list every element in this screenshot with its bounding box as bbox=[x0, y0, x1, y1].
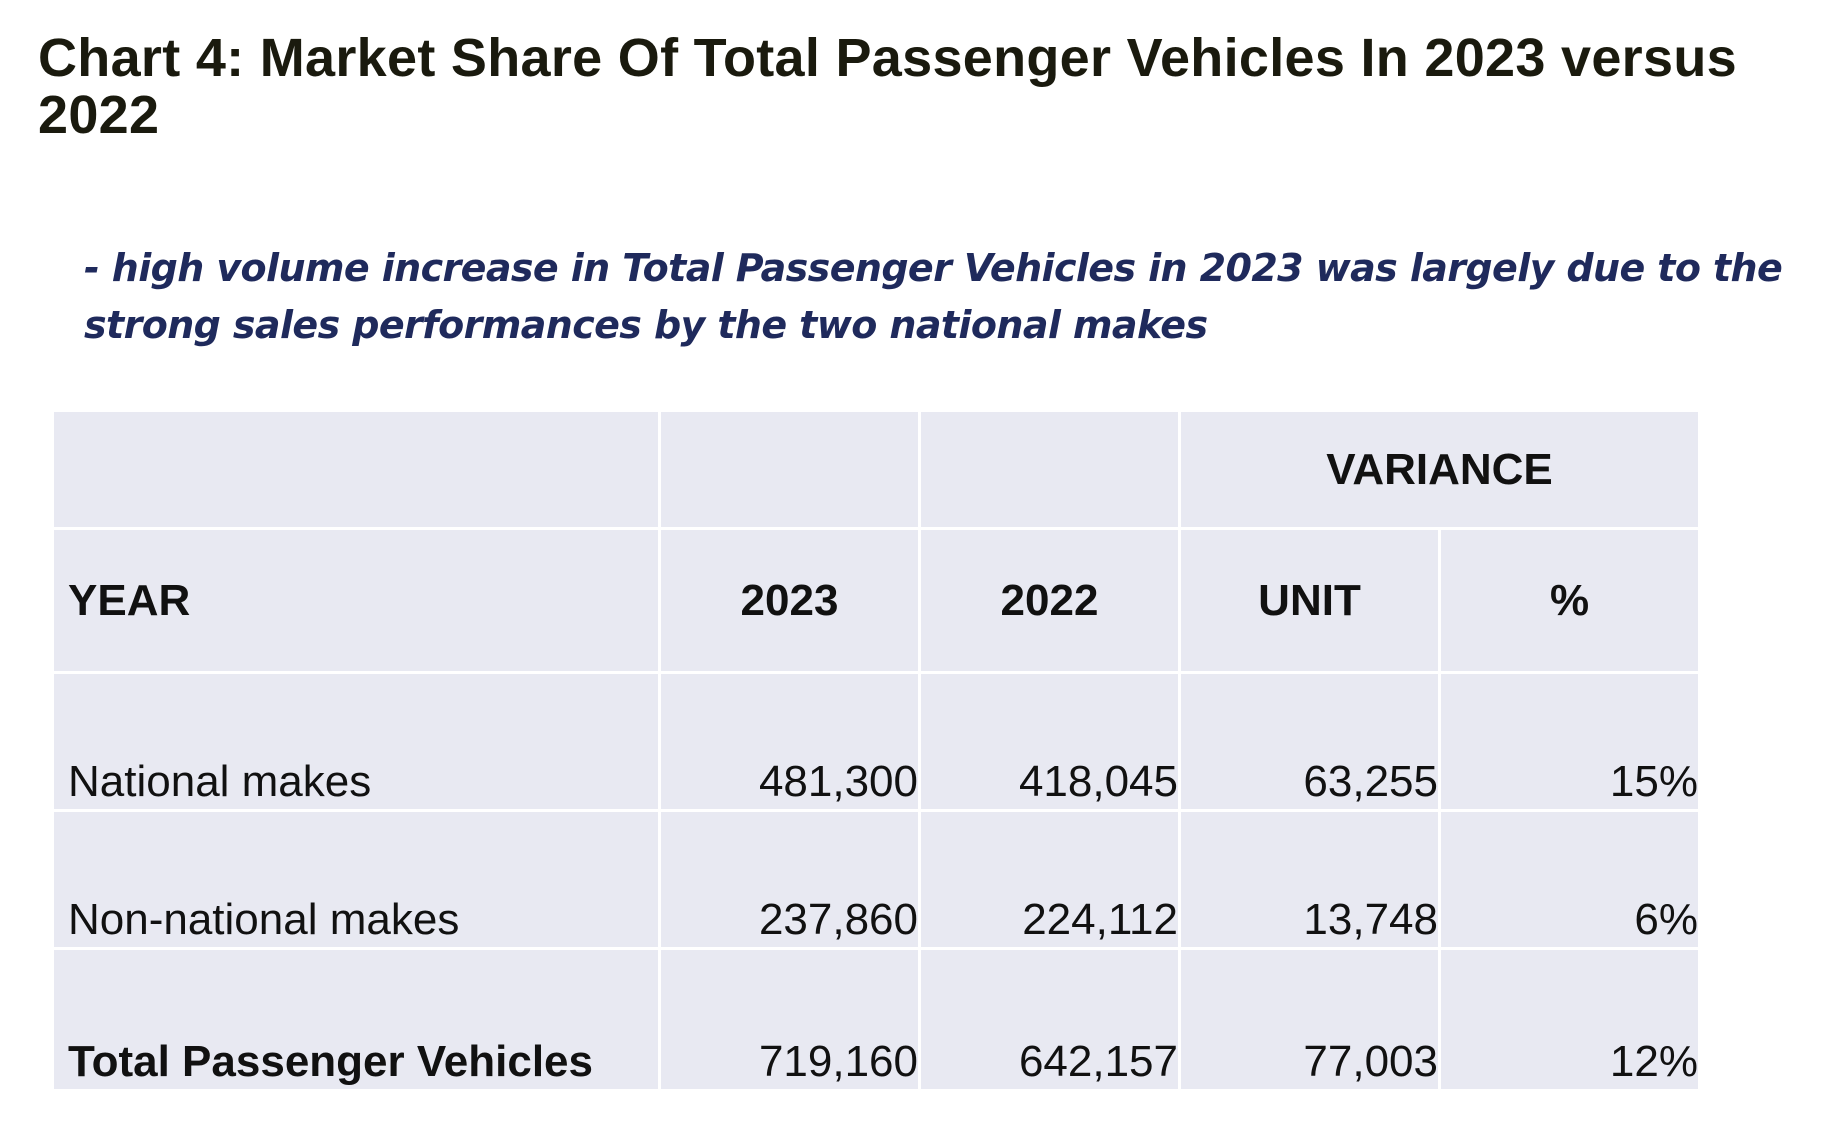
row-label: National makes bbox=[54, 674, 658, 809]
column-header-2022: 2022 bbox=[921, 530, 1178, 671]
column-header-2023: 2023 bbox=[661, 530, 918, 671]
variance-percent: 6% bbox=[1441, 812, 1698, 947]
header-empty-cell bbox=[54, 412, 658, 527]
table-header-row-group: VARIANCE bbox=[54, 412, 1698, 527]
chart-note: - high volume increase in Total Passenge… bbox=[84, 246, 1783, 347]
variance-percent: 15% bbox=[1441, 674, 1698, 809]
value-2022: 224,112 bbox=[921, 812, 1178, 947]
header-empty-cell bbox=[921, 412, 1178, 527]
row-label: Non-national makes bbox=[54, 812, 658, 947]
column-header-year: YEAR bbox=[54, 530, 658, 671]
variance-header: VARIANCE bbox=[1181, 412, 1698, 527]
value-2022: 642,157 bbox=[921, 950, 1178, 1089]
value-2023: 719,160 bbox=[661, 950, 918, 1089]
table-row: National makes 481,300 418,045 63,255 15… bbox=[54, 674, 1698, 809]
chart-title: Chart 4: Market Share Of Total Passenger… bbox=[38, 28, 1737, 145]
variance-unit: 63,255 bbox=[1181, 674, 1438, 809]
market-share-table: VARIANCE YEAR 2023 2022 UNIT % National … bbox=[51, 409, 1701, 1092]
variance-unit: 77,003 bbox=[1181, 950, 1438, 1089]
value-2023: 237,860 bbox=[661, 812, 918, 947]
column-header-percent: % bbox=[1441, 530, 1698, 671]
column-header-unit: UNIT bbox=[1181, 530, 1438, 671]
header-empty-cell bbox=[661, 412, 918, 527]
row-label: Total Passenger Vehicles bbox=[54, 950, 658, 1089]
variance-percent: 12% bbox=[1441, 950, 1698, 1089]
table-header-row: YEAR 2023 2022 UNIT % bbox=[54, 530, 1698, 671]
table-row: Non-national makes 237,860 224,112 13,74… bbox=[54, 812, 1698, 947]
table-row-total: Total Passenger Vehicles 719,160 642,157… bbox=[54, 950, 1698, 1089]
value-2022: 418,045 bbox=[921, 674, 1178, 809]
variance-unit: 13,748 bbox=[1181, 812, 1438, 947]
value-2023: 481,300 bbox=[661, 674, 918, 809]
